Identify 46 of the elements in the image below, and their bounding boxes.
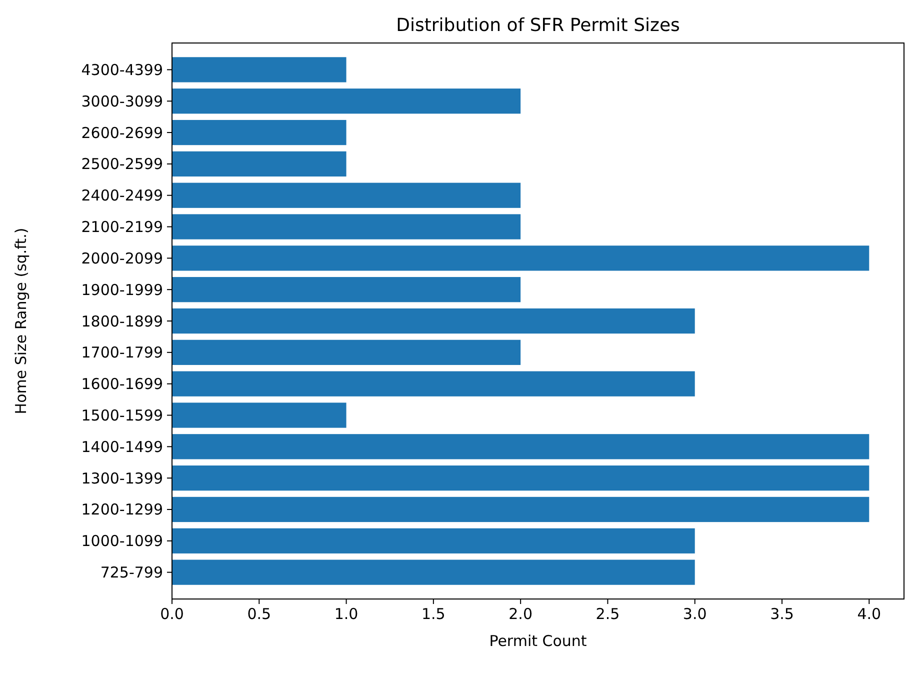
bar [172, 402, 346, 428]
bar [172, 371, 695, 396]
bar [172, 182, 521, 208]
y-tick-label: 1800-1899 [81, 312, 163, 330]
x-tick-label: 3.0 [682, 605, 707, 623]
x-tick-label: 0.5 [247, 605, 272, 623]
x-tick-label: 2.5 [596, 605, 620, 623]
x-tick-label: 3.5 [770, 605, 794, 623]
y-tick-label: 1200-1299 [81, 500, 163, 519]
bar [172, 496, 870, 522]
bar [172, 88, 521, 114]
bar [172, 308, 695, 334]
x-tick-label: 0.0 [160, 605, 184, 623]
bar [172, 57, 346, 82]
y-tick-label: 2600-2699 [81, 124, 163, 142]
bar [172, 340, 521, 365]
y-tick-label: 725-799 [100, 564, 163, 582]
y-tick-label: 1400-1499 [81, 438, 163, 456]
y-tick-label: 2100-2199 [81, 218, 163, 236]
chart-title: Distribution of SFR Permit Sizes [396, 15, 680, 36]
x-axis-title: Permit Count [489, 632, 587, 650]
y-tick-label: 1000-1099 [81, 532, 163, 550]
bar [172, 528, 695, 554]
y-tick-label: 4300-4399 [81, 60, 163, 79]
bar [172, 434, 870, 460]
bar [172, 151, 346, 177]
bar [172, 214, 521, 240]
y-tick-label: 2400-2499 [81, 186, 163, 205]
y-tick-label: 3000-3099 [81, 92, 163, 110]
y-tick-label: 1500-1599 [81, 406, 163, 424]
y-tick-label: 2000-2099 [81, 249, 163, 268]
x-tick-label: 1.0 [334, 605, 358, 623]
y-tick-label: 1700-1799 [81, 344, 163, 362]
bar [172, 246, 870, 271]
bar [172, 120, 346, 146]
y-tick-label: 1300-1399 [81, 469, 163, 488]
x-tick-label: 2.0 [508, 605, 532, 623]
y-tick-label: 1900-1999 [81, 280, 163, 299]
x-tick-label: 4.0 [857, 605, 882, 623]
bar [172, 465, 870, 491]
y-tick-label: 1600-1699 [81, 375, 163, 394]
bar [172, 560, 695, 585]
y-axis-title: Home Size Range (sq.ft.) [12, 228, 30, 414]
x-tick-label: 1.5 [422, 605, 446, 623]
y-tick-label: 2500-2599 [81, 155, 163, 174]
bar [172, 277, 521, 302]
